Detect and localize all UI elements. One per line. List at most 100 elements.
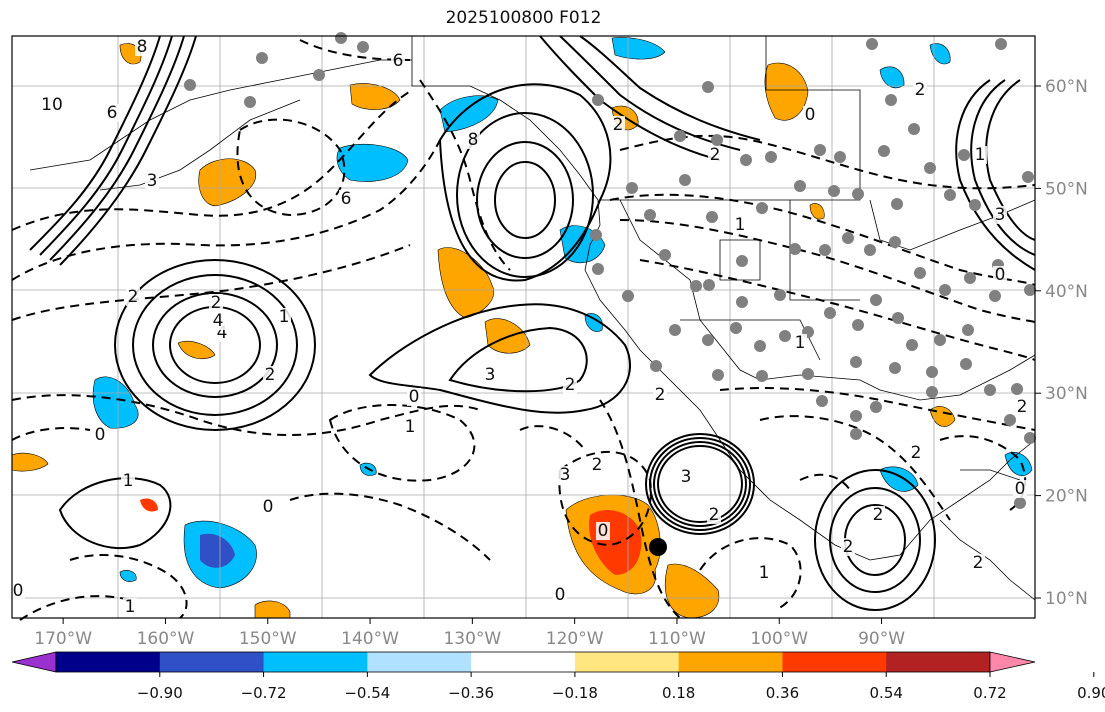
contour-label-bg: [679, 468, 693, 486]
station-markers: [184, 32, 1036, 509]
contour-label-bg: [45, 96, 59, 114]
contour-label-bg: [1015, 398, 1029, 416]
colorbar-tick-label: 0.18: [662, 684, 695, 702]
contour-label: 2: [709, 505, 720, 525]
lon-tick-label: 100°W: [750, 629, 808, 649]
contour-label-bg: [466, 131, 480, 149]
contour-label-bg: [135, 38, 149, 56]
colorbar-tick-label: 0.54: [870, 684, 903, 702]
lat-tick-label: 60°N: [1045, 77, 1088, 97]
lat-tick-label: 30°N: [1045, 384, 1088, 404]
contour-label-bg: [841, 538, 855, 556]
contour-label-bg: [611, 116, 625, 134]
contour-label-bg: [145, 172, 159, 190]
orange-region: [349, 83, 401, 110]
contour-label: 6: [393, 51, 404, 71]
colorbar-tick-label: −0.36: [448, 684, 494, 702]
contour-labels: 10 68623284262234210101021200122320120221…: [11, 37, 1029, 617]
storm-center-marker: [649, 538, 667, 556]
colorbar-tick-label: 0.90: [1077, 684, 1105, 702]
contour-label-bg: [793, 334, 807, 352]
colorbar-swatch: [782, 652, 887, 672]
blue-region: [439, 95, 499, 133]
contour-label-bg: [483, 366, 497, 384]
contour-label: 8: [468, 130, 479, 150]
contour-label-bg: [590, 456, 604, 474]
contour-label: 2: [973, 553, 984, 573]
orange-region: [764, 62, 809, 121]
lat-tick-label: 10°N: [1045, 589, 1088, 609]
contour-label: 3: [681, 467, 692, 487]
blue-region: [879, 466, 919, 492]
contour-label: 2: [710, 145, 721, 165]
lon-tick-label: 90°W: [858, 629, 905, 649]
colorbar-tick-label: −0.72: [241, 684, 287, 702]
contour-label: 1: [975, 145, 986, 165]
contour-label-bg: [277, 308, 291, 326]
colorbar: −0.90 −0.72 −0.54 −0.36 −0.18 0.18 0.36 0.54 0.7…: [11, 651, 1105, 702]
contour-label-bg: [407, 388, 421, 406]
blue-region: [336, 143, 409, 182]
contour-label-bg: [123, 598, 137, 616]
contour-label: 2: [915, 80, 926, 100]
contour-label-bg: [596, 522, 610, 540]
contour-label-bg: [263, 366, 277, 384]
contour-label: 1: [125, 597, 136, 617]
colorbar-swatch: [574, 652, 680, 672]
blue-region: [611, 37, 666, 60]
lon-tick-label: 150°W: [239, 629, 297, 649]
contour-label: 0: [805, 105, 816, 125]
blue-region: [119, 570, 137, 582]
colorbar-tick-label: 0.72: [973, 684, 1006, 702]
contour-label-bg: [261, 498, 275, 516]
blue-region: [929, 43, 951, 65]
latitude-tick-labels: 10°N 20°N 30°N 40°N 50°N 60°N: [1035, 77, 1088, 609]
contour-label: 1: [405, 417, 416, 437]
colorbar-extend-low: [11, 651, 57, 673]
contour-label-bg: [707, 506, 721, 524]
contour-label-bg: [1013, 480, 1027, 498]
contour-label: 1: [795, 333, 806, 353]
contour-label: 1: [279, 307, 290, 327]
contour-label-bg: [563, 376, 577, 394]
contour-label: 0: [263, 497, 274, 517]
blue-region: [879, 66, 905, 89]
contour-label-bg: [339, 190, 353, 208]
lon-tick-label: 160°W: [137, 629, 195, 649]
colorbar-tick-label: 0.36: [766, 684, 799, 702]
contour-label-bg: [973, 146, 987, 164]
contour-label: 3: [147, 171, 158, 191]
lon-tick-label: 170°W: [34, 629, 92, 649]
contour-label: 6: [341, 189, 352, 209]
orange-region: [809, 203, 825, 220]
colorbar-tick-label: −0.90: [137, 684, 183, 702]
contour-label-bg: [653, 386, 667, 404]
contour-label: 4: [217, 323, 228, 343]
contour-label: 0: [13, 581, 24, 601]
colorbar-swatch: [263, 652, 368, 672]
colorbar-swatch: [56, 652, 161, 672]
lat-tick-label: 40°N: [1045, 282, 1088, 302]
contour-label: 2: [655, 385, 666, 405]
contour-label: 2: [565, 375, 576, 395]
contour-label-bg: [553, 586, 567, 604]
colorbar-swatch: [367, 652, 472, 672]
lon-tick-label: 130°W: [443, 629, 501, 649]
contour-label-bg: [105, 104, 119, 122]
contour-label: 0: [1015, 479, 1026, 499]
colorbar-swatch: [678, 652, 783, 672]
contour-label-bg: [971, 554, 985, 572]
contour-label: 1: [735, 215, 746, 235]
orange-region: [11, 452, 49, 472]
map-title: 2025100800 F012: [445, 8, 602, 28]
orange-region: [254, 600, 291, 619]
contour-label: 2: [873, 505, 884, 525]
lon-tick-label: 110°W: [648, 629, 706, 649]
contour-label: 2: [211, 293, 222, 313]
colorbar-extend-high: [989, 651, 1036, 673]
colorbar-swatch: [159, 652, 265, 672]
lat-tick-label: 50°N: [1045, 179, 1088, 199]
colorbar-swatch: [471, 652, 576, 672]
contour-label: 1: [123, 471, 134, 491]
